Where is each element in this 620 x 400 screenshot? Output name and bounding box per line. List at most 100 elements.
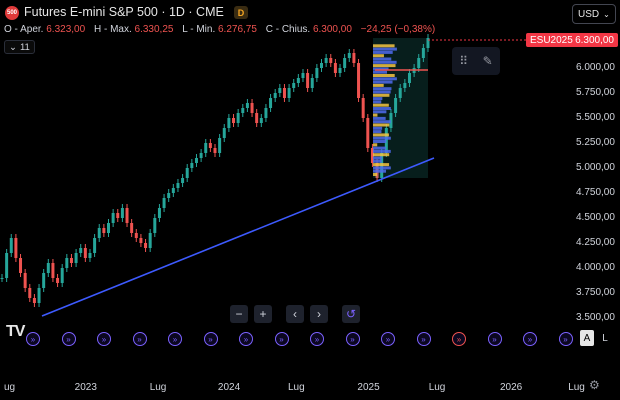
volume-profile-bar: [373, 110, 387, 114]
volume-profile-bar: [373, 146, 386, 150]
candle-body: [278, 88, 282, 93]
symbol-title[interactable]: Futures E-mini S&P 500 · 1D · CME: [24, 5, 224, 19]
time-tick-label: ug: [4, 382, 16, 393]
price-tag-symbol: ESU2025: [530, 34, 573, 46]
candle-body: [83, 248, 87, 258]
event-marker-icon[interactable]: »: [416, 332, 431, 346]
open-label: O - Aper.: [4, 24, 44, 35]
candle-body: [111, 213, 115, 223]
price-tick-label: 5.250,00: [576, 137, 615, 148]
drawing-toolbar[interactable]: ⠿ ✎: [452, 47, 500, 75]
volume-profile-bar: [373, 143, 378, 147]
reset-chart-button[interactable]: ↺: [342, 305, 360, 323]
volume-profile-bar: [373, 64, 396, 68]
event-marker-icon[interactable]: »: [274, 332, 289, 346]
candle-body: [185, 168, 189, 178]
log-scale-button[interactable]: L: [602, 332, 608, 344]
candle-body: [292, 83, 296, 88]
currency-select[interactable]: USD ⌄: [572, 4, 616, 24]
volume-profile-bar: [373, 149, 391, 153]
event-marker-icon[interactable]: »: [26, 332, 40, 346]
volume-profile-bar: [373, 166, 391, 170]
time-tick-label: Lug: [568, 382, 585, 393]
volume-profile-bar: [373, 74, 395, 77]
price-tick-label: 4.750,00: [576, 187, 615, 198]
event-marker-icon[interactable]: »: [97, 332, 111, 346]
event-marker-icon[interactable]: »: [61, 332, 76, 346]
volume-profile-bar: [373, 156, 382, 160]
gear-icon[interactable]: ⚙: [589, 378, 600, 392]
candle-body: [301, 73, 305, 78]
time-tick-label: 2023: [74, 382, 97, 393]
time-tick-label: Lug: [287, 382, 305, 393]
candle-body: [264, 108, 268, 118]
drag-handle-icon[interactable]: ⠿: [459, 54, 469, 68]
zoom-in-button[interactable]: +: [254, 305, 272, 323]
scroll-right-button[interactable]: ›: [310, 305, 328, 323]
candle-body: [176, 183, 180, 188]
indicators-toggle[interactable]: ⌄ 11: [4, 40, 35, 54]
candle-body: [107, 223, 110, 233]
symbol-logo[interactable]: 500: [5, 6, 19, 20]
volume-profile-bar: [373, 90, 391, 94]
candle-body: [157, 208, 161, 218]
indicators-count: 11: [19, 41, 30, 53]
candle-body: [167, 193, 171, 198]
candle-body: [366, 118, 370, 148]
candle-body: [125, 208, 129, 223]
volume-profile-bar: [373, 116, 386, 120]
volume-profile-bar: [373, 163, 390, 167]
chart-header: 500 Futures E-mini S&P 500 · 1D · CME D …: [0, 0, 620, 56]
event-marker-icon[interactable]: »: [487, 332, 502, 346]
zoom-controls: − + ‹ › ↺: [230, 305, 360, 323]
event-marker-icon[interactable]: »: [558, 332, 573, 346]
candle-body: [222, 128, 226, 138]
volume-profile-bar: [373, 130, 382, 134]
volume-profile-bar: [373, 113, 378, 117]
candle-body: [384, 128, 388, 153]
brush-icon[interactable]: ✎: [482, 54, 493, 68]
candle-body: [79, 248, 83, 253]
candle-body: [338, 68, 342, 73]
event-marker-icon[interactable]: »: [381, 332, 395, 346]
candle-body: [310, 78, 314, 88]
ohlc-readout: O - Aper. 6.323,00 H - Max. 6.330,25 L -…: [4, 24, 441, 35]
candle-body: [232, 118, 236, 123]
zoom-out-button[interactable]: −: [230, 305, 248, 323]
candle-body: [162, 198, 166, 208]
event-marker-icon[interactable]: »: [452, 332, 466, 346]
time-tick-label: Lug: [149, 382, 167, 393]
delayed-badge[interactable]: D: [234, 6, 248, 19]
volume-profile-bar: [373, 54, 384, 58]
candle-body: [273, 93, 277, 98]
candle-body: [102, 228, 106, 233]
scroll-left-button[interactable]: ‹: [286, 305, 304, 323]
event-marker-icon[interactable]: »: [345, 332, 360, 346]
candle-body: [361, 98, 365, 118]
event-marker-icon[interactable]: »: [523, 332, 537, 346]
event-marker-icon[interactable]: »: [168, 332, 182, 346]
tradingview-logo[interactable]: TV: [6, 323, 25, 340]
volume-profile-bar: [373, 136, 391, 140]
event-marker-icon[interactable]: »: [132, 332, 147, 346]
event-marker-icon[interactable]: »: [203, 332, 218, 346]
candle-body: [241, 108, 245, 113]
price-tick-label: 5.000,00: [576, 162, 615, 173]
candle-body: [51, 263, 55, 278]
candle-body: [14, 238, 18, 258]
auto-scale-button[interactable]: A: [580, 330, 594, 346]
price-tick-label: 3.750,00: [576, 287, 615, 298]
candle-body: [329, 58, 333, 63]
price-tick-label: 3.500,00: [576, 312, 615, 323]
candle-body: [306, 73, 310, 88]
price-tick-label: 5.750,00: [576, 87, 615, 98]
candle-body: [394, 98, 398, 113]
time-axis[interactable]: ug 2023 Lug 2024 Lug 2025 Lug 2026 Lug: [0, 376, 620, 400]
candle-body: [259, 118, 263, 123]
candle-body: [421, 48, 425, 58]
candle-body: [153, 218, 157, 233]
event-marker-icon[interactable]: »: [239, 332, 253, 346]
volume-profile-bar: [373, 44, 395, 48]
event-marker-icon[interactable]: »: [310, 332, 324, 346]
